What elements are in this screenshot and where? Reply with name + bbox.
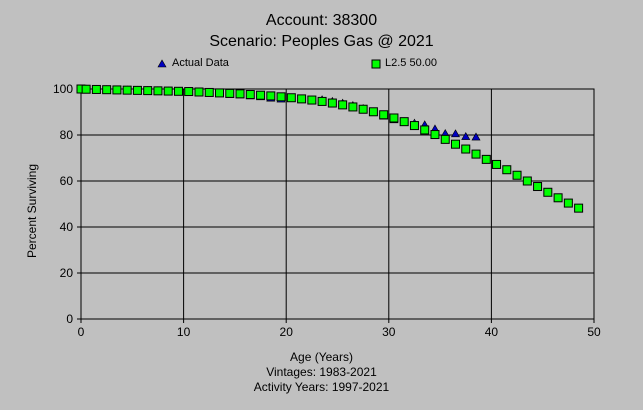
l25-curve-point: [163, 86, 173, 96]
l25-curve-point: [91, 84, 101, 94]
x-axis-label: Age (Years): [290, 350, 353, 364]
l25-curve-point: [215, 88, 225, 98]
l25-curve-point: [286, 93, 296, 103]
l25-curve-point: [522, 176, 532, 186]
l25-curve-point: [225, 88, 235, 98]
l25-curve-point: [492, 159, 502, 169]
y-tick-label: 0: [66, 312, 73, 326]
l25-curve-point: [194, 87, 204, 97]
l25-curve-point: [235, 89, 245, 99]
l25-curve-point: [173, 86, 183, 96]
l25-curve-point: [368, 107, 378, 117]
footer-activity-years: Activity Years: 1997-2021: [253, 380, 390, 394]
l25-curve-point: [379, 110, 389, 120]
y-tick-label: 40: [60, 220, 74, 234]
l25-curve-point: [338, 100, 348, 110]
l25-curve-point: [256, 90, 266, 100]
l25-curve-point: [266, 91, 276, 101]
l25-curve-point: [563, 198, 573, 208]
l25-curve-point: [553, 193, 563, 203]
x-tick-label: 20: [280, 325, 294, 339]
l25-curve-point: [409, 121, 419, 131]
l25-curve-point: [184, 87, 194, 97]
l25-curve-point: [307, 95, 317, 105]
l25-curve-point: [132, 85, 142, 95]
l25-curve-point: [276, 92, 286, 102]
legend-l25-marker: [371, 59, 381, 69]
actual-data-point: [461, 132, 471, 140]
l25-curve-point: [102, 85, 112, 95]
footer-vintages: Vintages: 1983-2021: [266, 365, 377, 379]
l25-curve-point: [153, 86, 163, 96]
l25-curve-point: [574, 203, 584, 213]
y-tick-label: 80: [60, 128, 74, 142]
actual-data-point: [471, 132, 481, 141]
plot-frame: [80, 88, 595, 320]
l25-curve-point: [471, 149, 481, 159]
legend-actual-label: Actual Data: [172, 57, 229, 69]
legend-actual-marker: [157, 59, 167, 68]
l25-curve-point: [327, 98, 337, 108]
chart-subtitle: Scenario: Peoples Gas @ 2021: [209, 33, 434, 50]
x-tick-label: 0: [78, 325, 85, 339]
l25-curve-point: [348, 102, 358, 112]
chart-title: Account: 38300: [265, 12, 378, 29]
l25-curve-point: [430, 130, 440, 140]
l25-curve-point: [81, 84, 91, 94]
l25-curve-point: [533, 182, 543, 192]
y-tick-label: 20: [60, 266, 74, 280]
y-tick-label: 60: [60, 174, 74, 188]
l25-curve-point: [512, 170, 522, 180]
l25-curve-point: [204, 87, 214, 97]
l25-curve-point: [112, 85, 122, 95]
actual-data-point: [450, 129, 461, 138]
x-tick-label: 10: [177, 325, 191, 339]
x-tick-label: 40: [485, 325, 499, 339]
y-tick-label: 100: [53, 82, 73, 96]
legend-l25-label: L2.5 50.00: [385, 57, 437, 69]
l25-curve-point: [502, 165, 512, 175]
l25-curve-point: [245, 90, 255, 100]
l25-curve-point: [143, 86, 153, 96]
l25-curve-point: [420, 125, 430, 135]
l25-curve-point: [543, 187, 553, 197]
l25-curve-point: [122, 85, 132, 95]
l25-curve-point: [317, 96, 327, 106]
l25-curve-point: [461, 144, 471, 154]
l25-curve-point: [450, 139, 460, 149]
l25-curve-point: [440, 134, 450, 144]
x-tick-label: 30: [382, 325, 396, 339]
l25-curve-point: [481, 154, 491, 164]
l25-curve-point: [297, 94, 307, 104]
x-tick-label: 50: [587, 325, 601, 339]
l25-curve-point: [358, 104, 368, 114]
l25-curve-point: [389, 113, 399, 123]
l25-curve-point: [399, 117, 409, 127]
